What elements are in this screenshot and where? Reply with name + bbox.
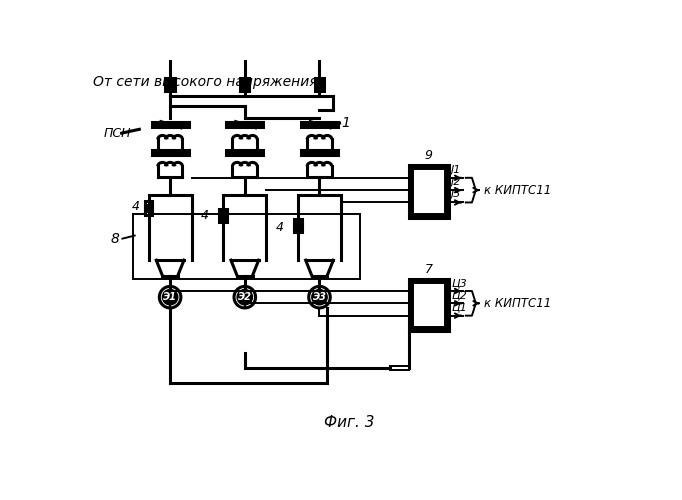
- Text: 4: 4: [201, 209, 209, 222]
- Text: 4: 4: [276, 220, 284, 234]
- Text: Э2: Э2: [238, 292, 252, 302]
- Bar: [413, 170, 445, 214]
- Bar: [226, 122, 263, 127]
- Circle shape: [160, 286, 181, 308]
- Text: Ј2: Ј2: [451, 177, 462, 187]
- Circle shape: [312, 290, 327, 305]
- Bar: [145, 201, 152, 215]
- Text: Ц1: Ц1: [451, 302, 467, 312]
- Bar: [409, 166, 449, 218]
- Circle shape: [237, 290, 252, 305]
- Text: Ј3: Ј3: [451, 190, 462, 200]
- Bar: [166, 78, 175, 83]
- Bar: [151, 122, 189, 127]
- Bar: [315, 86, 324, 91]
- Text: ПСН: ПСН: [104, 126, 132, 140]
- Text: Э3: Э3: [312, 292, 327, 302]
- Text: 1: 1: [341, 116, 350, 130]
- Text: 7: 7: [425, 262, 433, 276]
- Circle shape: [162, 290, 178, 305]
- Text: Фиг. 3: Фиг. 3: [324, 414, 375, 430]
- Text: 4: 4: [132, 200, 140, 213]
- Text: Ј1: Ј1: [451, 164, 462, 174]
- Text: к КИПТС11: к КИПТС11: [484, 297, 552, 310]
- Circle shape: [234, 286, 256, 308]
- Circle shape: [309, 286, 330, 308]
- Text: к КИПТС11: к КИПТС11: [484, 184, 552, 196]
- Bar: [133, 214, 360, 280]
- Bar: [294, 218, 301, 232]
- Bar: [409, 278, 449, 331]
- Text: 8: 8: [110, 232, 119, 245]
- Text: Ц2: Ц2: [451, 290, 467, 300]
- Text: 9: 9: [425, 150, 433, 162]
- Bar: [226, 150, 263, 156]
- Bar: [413, 282, 445, 327]
- Bar: [315, 78, 324, 83]
- Bar: [220, 208, 227, 222]
- Bar: [145, 205, 152, 211]
- Bar: [220, 212, 227, 218]
- Text: Ц3: Ц3: [451, 278, 467, 288]
- Bar: [389, 366, 409, 370]
- Bar: [151, 150, 189, 156]
- Bar: [240, 86, 250, 91]
- Bar: [301, 150, 338, 156]
- Bar: [301, 122, 338, 127]
- Text: От сети высокого напряжения: От сети высокого напряжения: [93, 76, 318, 90]
- Bar: [166, 86, 175, 91]
- Bar: [294, 222, 301, 228]
- Text: Э1: Э1: [163, 292, 177, 302]
- Bar: [240, 78, 250, 83]
